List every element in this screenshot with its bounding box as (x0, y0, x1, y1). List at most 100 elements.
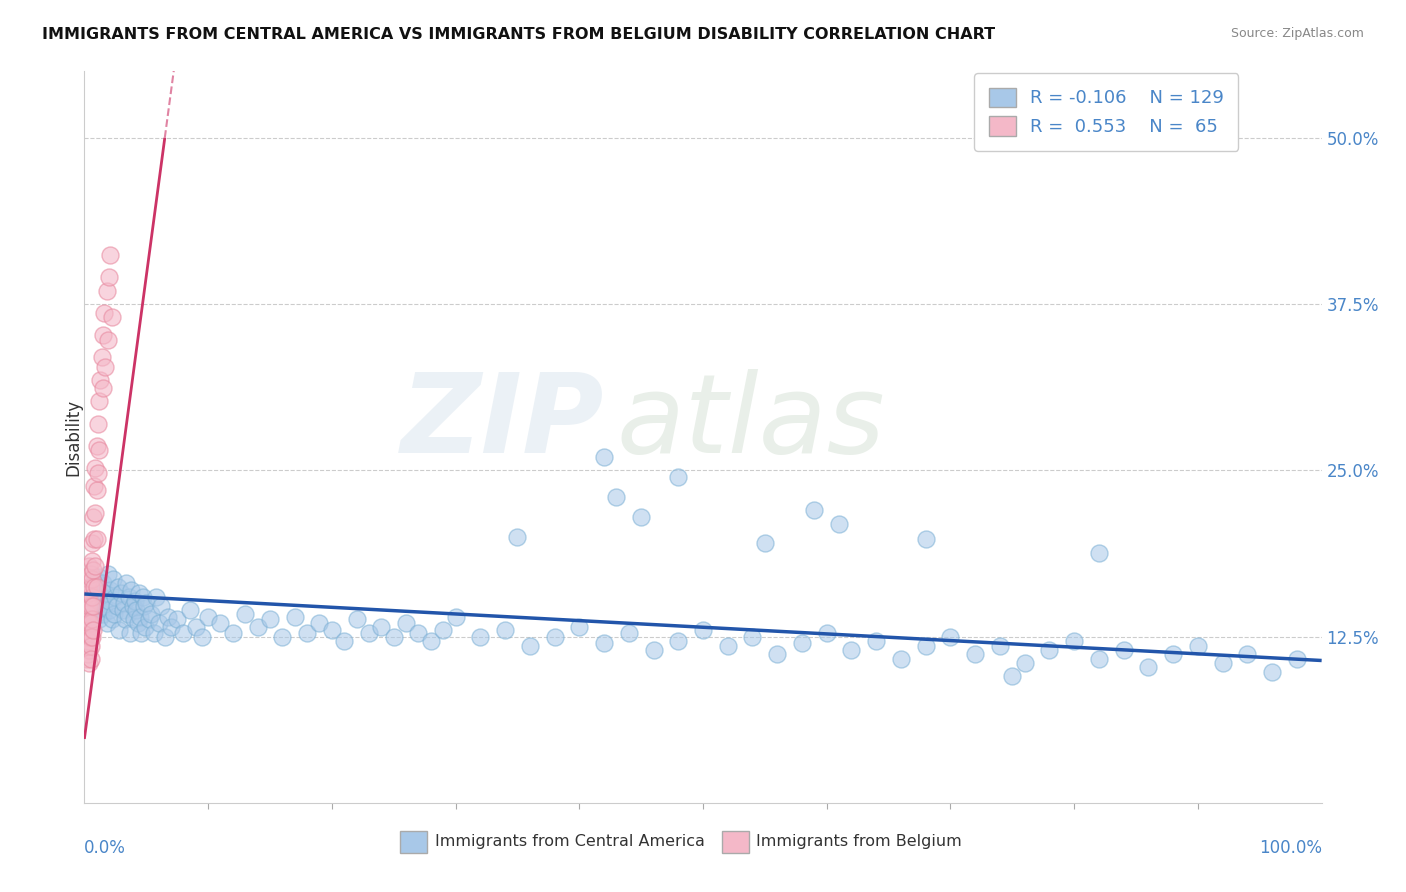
Point (84, 559, 107, 574)
Point (84, 506, 107, 520)
Point (124, 593, 146, 607)
Point (80, 612, 103, 626)
Point (125, 603, 148, 617)
Point (90, 590, 112, 604)
Point (89, 394, 111, 409)
Point (754, 536, 776, 550)
Point (76, 639, 98, 653)
Point (150, 599, 173, 613)
Point (543, 630, 565, 644)
Point (382, 630, 405, 644)
FancyBboxPatch shape (721, 830, 749, 853)
Legend: R = -0.106    N = 129, R =  0.553    N =  65: R = -0.106 N = 129, R = 0.553 N = 65 (974, 73, 1239, 151)
Point (77, 607, 100, 621)
Point (79, 585, 101, 599)
Point (157, 609, 180, 624)
Point (209, 616, 232, 631)
Point (1261, 665, 1284, 680)
Point (346, 612, 368, 626)
Point (1187, 639, 1209, 653)
Point (134, 620, 156, 634)
Point (96, 616, 118, 631)
Point (82, 599, 104, 613)
Point (172, 625, 194, 640)
Point (1212, 656, 1234, 670)
Point (1137, 660, 1160, 674)
Point (110, 585, 132, 599)
Point (82, 563, 104, 577)
Point (666, 470, 689, 484)
Point (76, 625, 98, 640)
Point (1088, 652, 1111, 666)
Point (1063, 633, 1085, 648)
Point (89, 612, 111, 626)
Point (89, 373, 111, 387)
Text: 0.0%: 0.0% (84, 839, 127, 857)
Point (630, 509, 652, 524)
Point (470, 630, 492, 644)
Point (82, 580, 104, 594)
Point (86, 439, 108, 453)
Point (80, 573, 103, 587)
Point (117, 607, 139, 621)
Point (77, 590, 100, 604)
Point (105, 599, 128, 613)
Point (395, 616, 418, 631)
Point (93, 599, 115, 613)
Point (75, 630, 97, 644)
Point (87, 582, 110, 597)
Point (1112, 643, 1135, 657)
Point (79, 643, 101, 657)
Point (80, 630, 103, 644)
Point (79, 630, 101, 644)
Point (828, 516, 851, 531)
Point (80, 599, 103, 613)
Point (593, 636, 616, 650)
Point (717, 639, 740, 653)
Point (118, 590, 141, 604)
FancyBboxPatch shape (399, 830, 427, 853)
Point (766, 647, 789, 661)
Point (96, 284, 118, 298)
Point (1088, 546, 1111, 560)
Point (914, 639, 936, 653)
Point (129, 625, 152, 640)
Point (75, 616, 97, 631)
Point (122, 612, 145, 626)
Point (308, 616, 330, 631)
Y-axis label: Disability: Disability (65, 399, 82, 475)
Point (83, 580, 105, 594)
Point (988, 639, 1011, 653)
Point (97, 567, 120, 582)
Point (419, 633, 441, 648)
Point (93, 306, 115, 320)
Point (104, 590, 127, 604)
Text: ZIP: ZIP (401, 369, 605, 476)
Point (129, 609, 152, 624)
Point (965, 647, 987, 661)
Point (82, 509, 104, 524)
Point (91, 381, 114, 395)
Point (1161, 647, 1184, 661)
Point (84, 460, 107, 475)
Point (100, 612, 122, 626)
Point (79, 559, 101, 574)
Text: Source: ZipAtlas.com: Source: ZipAtlas.com (1230, 27, 1364, 40)
Point (153, 630, 176, 644)
Point (86, 603, 108, 617)
Point (77, 620, 100, 634)
Point (80, 536, 103, 550)
Point (142, 625, 165, 640)
Point (145, 590, 167, 604)
Point (86, 483, 108, 498)
Point (82, 623, 104, 637)
Point (166, 612, 188, 626)
Point (91, 327, 114, 342)
Point (77, 580, 100, 594)
Point (803, 503, 825, 517)
Point (100, 310, 122, 325)
Point (87, 466, 110, 480)
Point (191, 630, 214, 644)
Point (94, 585, 117, 599)
Point (321, 623, 343, 637)
